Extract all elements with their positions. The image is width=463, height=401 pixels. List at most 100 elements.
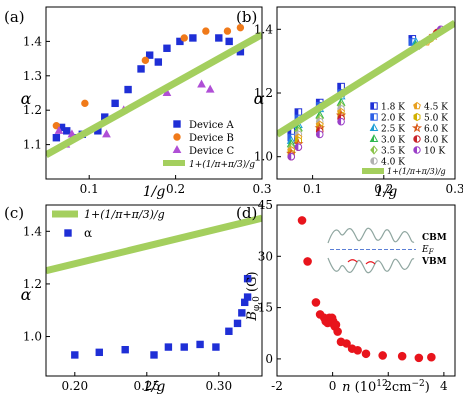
legend-label: 1+(1/π+π/3)/g xyxy=(189,159,255,170)
panel-d-xlabel: n (1012 cm−2) xyxy=(342,379,430,395)
legend-label: Device A xyxy=(189,120,234,131)
x-tick-label: 0.30 xyxy=(205,379,232,393)
y-tick-label: 1.2 xyxy=(254,86,273,100)
vbm-label: VBM xyxy=(421,257,447,267)
fit-line xyxy=(46,31,262,158)
panel-d-ticks: -2 0 2 4 0 15 30 45 xyxy=(258,198,448,393)
data-point xyxy=(63,127,71,135)
x-tick-label: 2 xyxy=(384,379,392,393)
data-point xyxy=(427,352,436,362)
y-tick-label: 1.0 xyxy=(23,330,42,344)
data-point xyxy=(311,298,321,307)
y-tick-label: 1.2 xyxy=(23,277,42,291)
x-tick-label: 0.25 xyxy=(133,379,160,393)
data-point xyxy=(238,309,246,317)
y-tick-label: 15 xyxy=(258,301,273,315)
data-point-fill xyxy=(316,118,320,125)
x-tick-label: 0.1 xyxy=(303,182,322,196)
ef-label: EF xyxy=(421,245,435,256)
y-tick-label: 1.4 xyxy=(23,224,42,238)
data-point xyxy=(233,319,242,328)
data-point-fill xyxy=(408,38,413,46)
data-point-fill xyxy=(316,131,320,138)
panel-b-ylabel: α xyxy=(254,89,265,108)
panel-d-frame xyxy=(276,204,456,377)
x-tick-label: 0.2 xyxy=(374,182,393,196)
legend-label: 1.8 K xyxy=(381,103,405,113)
legend-label: 5.0 K xyxy=(424,114,448,124)
data-point-fill xyxy=(287,153,292,161)
cbm-label: CBM xyxy=(422,233,447,243)
data-point-fill xyxy=(316,124,320,132)
legend-label: Device B xyxy=(189,133,234,144)
fit-line xyxy=(277,19,455,138)
panel-b-ticks: 0.1 0.2 0.3 1.0 1.2 1.4 xyxy=(254,22,463,196)
data-point-fill xyxy=(287,127,292,135)
data-point-fill xyxy=(337,108,342,115)
data-point xyxy=(137,65,145,73)
data-point-fill xyxy=(287,149,292,157)
data-point-fill xyxy=(295,143,299,151)
data-point xyxy=(243,293,252,301)
data-point-fill xyxy=(287,134,292,141)
legend-label: 3.0 K xyxy=(381,136,405,146)
x-tick-label: 0.20 xyxy=(61,379,88,393)
data-point xyxy=(243,274,252,283)
data-point xyxy=(124,85,132,94)
data-point xyxy=(154,58,163,66)
legend-label: 2.0 K xyxy=(381,114,405,124)
y-tick-label: 45 xyxy=(258,198,273,212)
panel-c: (c) α 1/g 0.20 0.25 0.30 1.0 1.2 1.4 1+(1/π+π… xyxy=(4,204,263,395)
legend-label: 6.0 K xyxy=(424,125,448,135)
data-point xyxy=(54,125,64,134)
data-point-fill xyxy=(294,134,299,141)
panel-b-legend: 1.8 K2.0 K2.5 K3.0 K3.5 K4.0 K 4.5 K5.0 K… xyxy=(362,101,448,176)
data-point xyxy=(145,51,154,59)
legend-swatch-fill xyxy=(413,146,417,154)
legend-swatch xyxy=(172,145,182,154)
legend-swatch-fill xyxy=(370,102,374,110)
data-point-fill xyxy=(287,146,292,154)
legend-label: 2.5 K xyxy=(381,125,405,135)
data-point xyxy=(180,343,188,351)
data-point xyxy=(361,349,371,359)
data-point xyxy=(342,339,351,348)
y-tick-label: 1.1 xyxy=(23,138,42,152)
y-tick-label: 1.4 xyxy=(254,22,273,36)
data-point xyxy=(71,351,79,359)
x-tick-label: 0.3 xyxy=(252,182,271,196)
data-point xyxy=(189,34,197,42)
legend-label: Device C xyxy=(189,146,234,157)
panel-a-frame xyxy=(45,6,263,180)
data-point-fill xyxy=(337,105,342,113)
x-tick-label: 0 xyxy=(329,379,337,393)
data-point xyxy=(225,37,233,46)
panel-a-xlabel: 1/g xyxy=(143,184,166,200)
x-tick-label: 4 xyxy=(440,379,448,393)
y-tick-label: 0 xyxy=(265,352,273,366)
legend-label: 4.0 K xyxy=(381,158,405,168)
y-tick-label: 1.2 xyxy=(23,103,42,117)
legend-swatch-fill xyxy=(370,113,374,121)
data-point xyxy=(414,353,424,363)
data-point xyxy=(81,99,89,108)
data-point xyxy=(52,134,61,142)
data-point-fill xyxy=(337,98,342,106)
vbm-band-curve xyxy=(327,257,415,274)
panel-c-legend: 1+(1/π+π/3)/g α xyxy=(52,208,165,240)
data-point-fill xyxy=(287,140,292,147)
panel-d-marks xyxy=(297,216,436,363)
panel-d-ylabel: Bφ,0 (G) xyxy=(245,271,262,321)
legend-swatch-fill xyxy=(370,157,374,165)
data-point xyxy=(333,327,342,336)
data-point xyxy=(180,34,188,42)
panel-c-marks xyxy=(46,214,262,359)
data-point xyxy=(353,346,362,355)
panel-b-xlabel: 1/g xyxy=(375,184,398,200)
legend-swatch-fill xyxy=(370,146,374,154)
data-point-fill xyxy=(337,118,342,125)
band-inset: CBM EF VBM xyxy=(327,227,447,274)
data-point xyxy=(223,27,232,35)
legend-label: 1+(1/π+π/3)/g xyxy=(387,167,446,176)
